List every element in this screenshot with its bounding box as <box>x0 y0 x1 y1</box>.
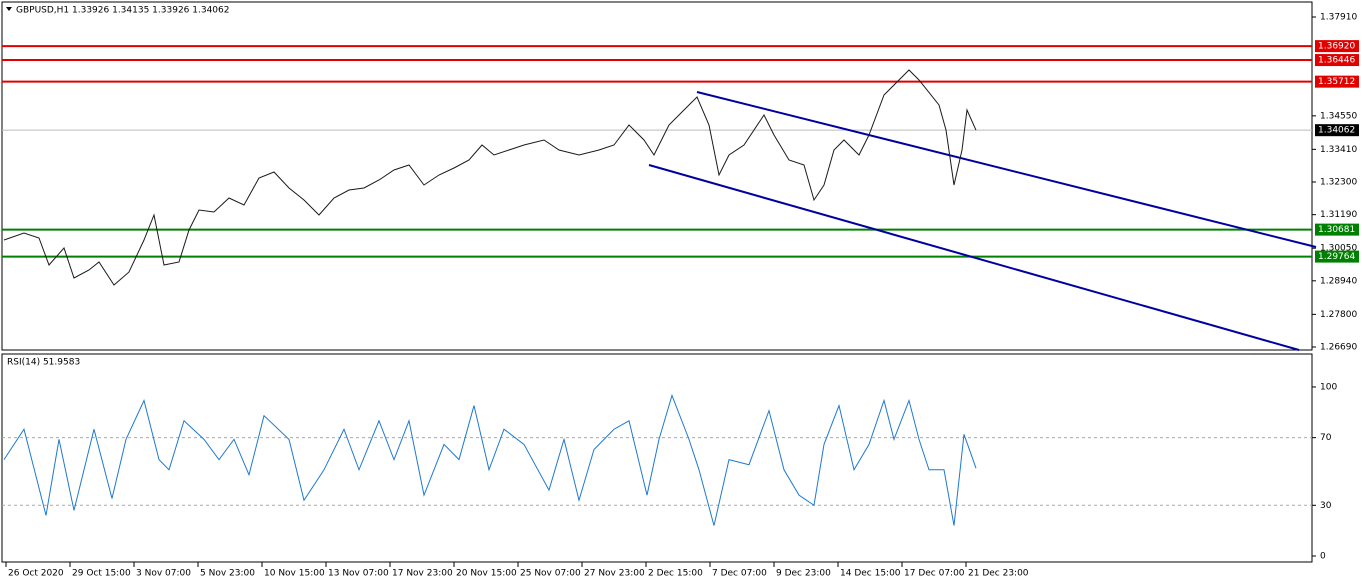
level-label: 1.30681 <box>1318 225 1355 235</box>
y-tick-label: 1.37910 <box>1320 13 1357 23</box>
channel-line <box>648 164 1300 351</box>
rsi-pane <box>1 353 1313 563</box>
x-tick-label: 17 Nov 23:00 <box>392 569 453 579</box>
x-tick-label: 26 Oct 2020 <box>8 569 64 579</box>
level-label: 1.36920 <box>1318 42 1355 52</box>
x-tick-label: 29 Oct 15:00 <box>72 569 131 579</box>
y-tick-label: 1.31190 <box>1320 210 1357 220</box>
x-tick-label: 14 Dec 15:00 <box>840 569 901 579</box>
y-tick-label: 100 <box>1320 382 1337 392</box>
x-tick-label: 9 Dec 23:00 <box>776 569 831 579</box>
y-tick-label: 1.26690 <box>1320 343 1357 353</box>
x-tick-label: 25 Nov 07:00 <box>520 569 581 579</box>
menu-arrow <box>6 7 12 11</box>
x-tick-label: 5 Nov 23:00 <box>200 569 255 579</box>
x-tick-label: 7 Dec 07:00 <box>712 569 767 579</box>
x-tick-label: 27 Nov 23:00 <box>584 569 645 579</box>
level-label-box <box>1315 54 1359 67</box>
x-tick-label: 2 Dec 15:00 <box>648 569 703 579</box>
current-price-box <box>1315 124 1359 137</box>
level-label: 1.29764 <box>1318 252 1355 262</box>
level-label-box <box>1315 40 1359 53</box>
y-tick-label: 1.34550 <box>1320 111 1357 121</box>
price-line <box>3 69 977 286</box>
x-tick-label: 3 Nov 07:00 <box>136 569 191 579</box>
chart-title: GBPUSD,H1 1.33926 1.34135 1.33926 1.3406… <box>16 6 229 16</box>
y-tick-label: 70 <box>1320 433 1332 443</box>
x-tick-label: 20 Nov 15:00 <box>456 569 517 579</box>
y-tick-label: 1.30050 <box>1320 244 1357 254</box>
x-tick-label: 17 Dec 07:00 <box>904 569 965 579</box>
price-line <box>3 393 977 526</box>
channel-line <box>696 91 1317 248</box>
x-tick-label: 21 Dec 23:00 <box>968 569 1029 579</box>
rsi-title: RSI(14) 51.9583 <box>7 358 80 368</box>
y-tick-label: 1.33410 <box>1320 145 1357 155</box>
level-label: 1.35712 <box>1318 77 1355 87</box>
level-label-box <box>1315 75 1359 88</box>
y-tick-label: 30 <box>1320 501 1332 511</box>
level-label: 1.36446 <box>1318 56 1355 66</box>
x-tick-label: 13 Nov 07:00 <box>328 569 389 579</box>
y-tick-label: 1.32300 <box>1320 178 1357 188</box>
y-tick-label: 1.27800 <box>1320 310 1357 320</box>
current-price-label: 1.34062 <box>1318 126 1355 136</box>
level-label-box <box>1315 250 1359 263</box>
x-tick-label: 10 Nov 15:00 <box>264 569 325 579</box>
level-label-box <box>1315 223 1359 236</box>
y-tick-label: 1.28940 <box>1320 276 1357 286</box>
y-tick-label: 0 <box>1320 551 1326 561</box>
